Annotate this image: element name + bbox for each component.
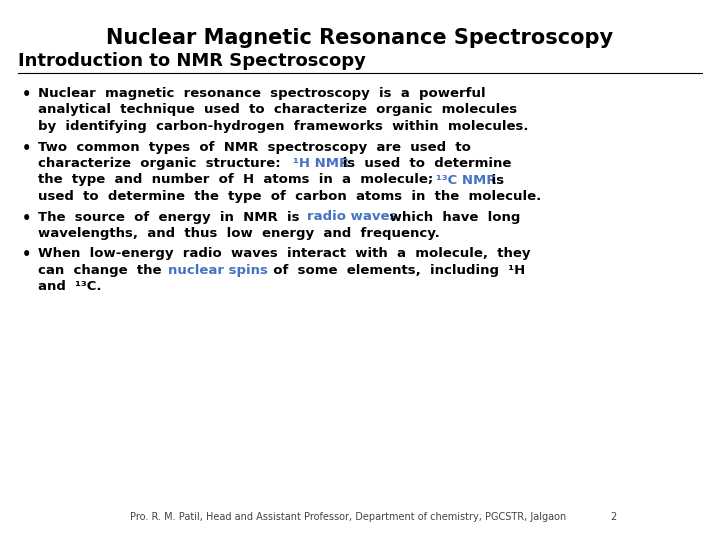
Text: analytical  technique  used  to  characterize  organic  molecules: analytical technique used to characteriz…: [38, 104, 517, 117]
Text: ¹H NMR: ¹H NMR: [293, 157, 349, 170]
Text: Nuclear  magnetic  resonance  spectroscopy  is  a  powerful: Nuclear magnetic resonance spectroscopy …: [38, 87, 485, 100]
Text: the  type  and  number  of  H  atoms  in  a  molecule;: the type and number of H atoms in a mole…: [38, 173, 443, 186]
Text: characterize  organic  structure:: characterize organic structure:: [38, 157, 290, 170]
Text: can  change  the: can change the: [38, 264, 171, 277]
Text: which  have  long: which have long: [385, 211, 521, 224]
Text: used  to  determine  the  type  of  carbon  atoms  in  the  molecule.: used to determine the type of carbon ato…: [38, 190, 541, 203]
Text: •: •: [22, 140, 32, 156]
Text: Nuclear Magnetic Resonance Spectroscopy: Nuclear Magnetic Resonance Spectroscopy: [107, 28, 613, 48]
Text: Introduction to NMR Spectroscopy: Introduction to NMR Spectroscopy: [18, 52, 366, 70]
Text: by  identifying  carbon-hydrogen  frameworks  within  molecules.: by identifying carbon-hydrogen framework…: [38, 120, 528, 133]
Text: wavelengths,  and  thus  low  energy  and  frequency.: wavelengths, and thus low energy and fre…: [38, 227, 440, 240]
Text: 2: 2: [610, 512, 616, 522]
Text: When  low-energy  radio  waves  interact  with  a  molecule,  they: When low-energy radio waves interact wit…: [38, 247, 531, 260]
Text: nuclear spins: nuclear spins: [168, 264, 268, 277]
Text: is: is: [487, 173, 504, 186]
Text: ¹³C NMR: ¹³C NMR: [436, 173, 497, 186]
Text: The  source  of  energy  in  NMR  is: The source of energy in NMR is: [38, 211, 309, 224]
Text: and  ¹³C.: and ¹³C.: [38, 280, 102, 294]
Text: •: •: [22, 211, 32, 226]
Text: Two  common  types  of  NMR  spectroscopy  are  used  to: Two common types of NMR spectroscopy are…: [38, 140, 471, 153]
Text: Pro. R. M. Patil, Head and Assistant Professor, Department of chemistry, PGCSTR,: Pro. R. M. Patil, Head and Assistant Pro…: [130, 512, 566, 522]
Text: •: •: [22, 87, 32, 102]
Text: •: •: [22, 247, 32, 262]
Text: radio waves: radio waves: [307, 211, 397, 224]
Text: of  some  elements,  including  ¹H: of some elements, including ¹H: [264, 264, 526, 277]
Text: is  used  to  determine: is used to determine: [338, 157, 511, 170]
